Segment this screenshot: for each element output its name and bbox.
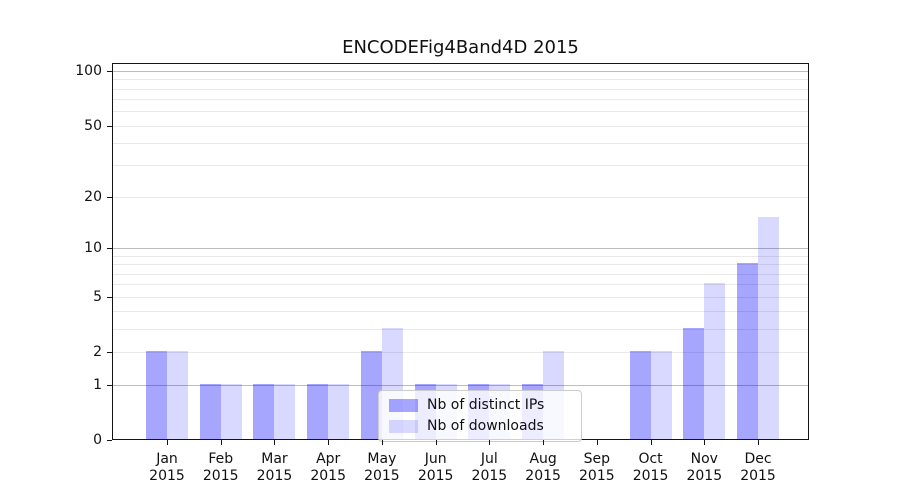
bar-downloads	[704, 283, 726, 439]
y-axis-tick-mark	[107, 71, 112, 72]
legend-label-distinct-ips: Nb of distinct IPs	[427, 397, 545, 413]
x-axis-tick-label: Sep 2015	[579, 451, 615, 484]
major-gridline	[113, 248, 808, 250]
bar-distinct-ips	[199, 383, 221, 439]
x-axis-tick-mark	[489, 440, 491, 445]
legend-label-downloads: Nb of downloads	[427, 418, 544, 434]
x-axis-tick-mark	[220, 440, 222, 445]
bar-distinct-ips	[683, 328, 705, 439]
x-axis-tick-label: Dec 2015	[740, 451, 776, 484]
x-axis-tick-mark	[596, 440, 598, 445]
bar-downloads	[650, 351, 672, 439]
minor-gridline	[113, 196, 808, 198]
minor-gridline	[113, 329, 808, 331]
x-axis-tick-label: May 2015	[364, 451, 400, 484]
bar-downloads	[274, 383, 296, 439]
x-axis-tick-mark	[435, 440, 437, 445]
minor-gridline	[113, 284, 808, 286]
y-axis-tick-mark	[107, 384, 112, 386]
minor-gridline	[113, 79, 808, 81]
plot-area	[112, 63, 809, 440]
legend-swatch-distinct-ips	[389, 399, 418, 412]
y-axis-tick-label: 20	[84, 188, 102, 205]
bar-distinct-ips	[146, 351, 167, 439]
minor-gridline	[113, 352, 808, 354]
bar-downloads	[220, 383, 242, 439]
y-axis-tick-label: 100	[75, 63, 102, 79]
x-axis-tick-label: Oct 2015	[632, 451, 669, 484]
y-axis-tick-label: 1	[93, 376, 102, 393]
y-axis-tick-mark	[107, 296, 112, 298]
minor-gridline	[113, 311, 808, 313]
bar-distinct-ips	[360, 351, 382, 439]
y-axis-tick-mark	[107, 352, 112, 354]
minor-gridline	[113, 111, 808, 113]
x-axis-tick-label: Jun 2015	[417, 451, 454, 484]
y-axis-tick-mark	[107, 196, 112, 198]
x-axis-tick-mark	[167, 440, 168, 445]
minor-gridline	[113, 125, 808, 127]
y-axis-tick-mark	[107, 125, 112, 127]
bar-downloads	[328, 383, 350, 439]
y-axis-tick-label: 50	[84, 117, 102, 134]
x-axis-tick-mark	[758, 440, 760, 445]
bar-distinct-ips	[629, 351, 651, 439]
y-axis-tick-label: 10	[84, 240, 102, 257]
x-axis-tick-label: Jul 2015	[471, 451, 508, 484]
bar-distinct-ips	[307, 383, 329, 439]
legend-item-downloads: Nb of downloads	[389, 419, 571, 434]
minor-gridline	[113, 273, 808, 275]
x-axis-tick-mark	[381, 440, 383, 445]
bar-downloads	[758, 217, 780, 439]
x-axis-tick-label: Feb 2015	[202, 451, 239, 484]
major-gridline	[113, 71, 808, 72]
major-gridline	[113, 384, 808, 386]
x-axis-tick-mark	[328, 440, 330, 445]
bar-distinct-ips	[737, 263, 759, 439]
minor-gridline	[113, 264, 808, 266]
x-axis-tick-mark	[704, 440, 706, 445]
x-axis-tick-label: Jan 2015	[149, 451, 185, 484]
minor-gridline	[113, 99, 808, 101]
minor-gridline	[113, 143, 808, 145]
minor-gridline	[113, 296, 808, 298]
minor-gridline	[113, 255, 808, 257]
x-axis-tick-label: Mar 2015	[256, 451, 293, 484]
x-axis-tick-mark	[650, 440, 652, 445]
x-axis-tick-mark	[274, 440, 276, 445]
x-axis-tick-label: Nov 2015	[686, 451, 723, 484]
legend-swatch-downloads	[389, 420, 418, 433]
x-axis-tick-label: Aug 2015	[525, 451, 561, 484]
minor-gridline	[113, 165, 808, 167]
legend: Nb of distinct IPs Nb of downloads	[378, 390, 582, 442]
minor-gridline	[113, 88, 808, 90]
legend-item-distinct-ips: Nb of distinct IPs	[389, 398, 571, 413]
y-axis-tick-label: 5	[93, 288, 102, 305]
y-axis-tick-mark	[107, 440, 112, 441]
x-axis-tick-label: Apr 2015	[310, 451, 346, 484]
y-axis-tick-mark	[107, 248, 112, 250]
bar-downloads	[167, 351, 188, 439]
chart-title: ENCODEFig4Band4D 2015	[342, 37, 579, 58]
x-axis-tick-mark	[543, 440, 545, 445]
y-axis-tick-label: 0	[93, 432, 102, 448]
bar-distinct-ips	[253, 383, 275, 439]
y-axis-tick-label: 2	[93, 344, 102, 361]
